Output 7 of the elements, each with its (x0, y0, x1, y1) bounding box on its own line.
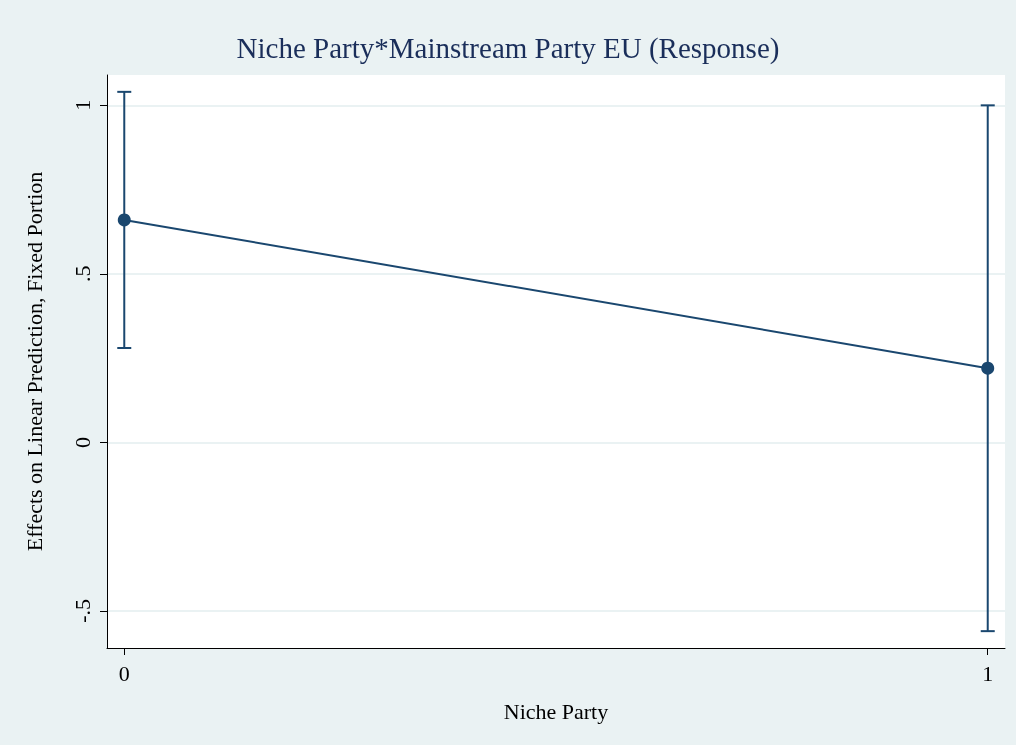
x-axis-title: Niche Party (503, 698, 609, 724)
y-tick-label: .5 (69, 265, 95, 283)
y-axis-title: Effects on Linear Prediction, Fixed Portion (21, 171, 47, 552)
chart-title: Niche Party*Mainstream Party EU (Response) (236, 31, 780, 65)
y-tick-label: 1 (69, 99, 95, 111)
y-tick-label: 0 (69, 436, 95, 448)
y-tick-label: -.5 (69, 599, 95, 623)
